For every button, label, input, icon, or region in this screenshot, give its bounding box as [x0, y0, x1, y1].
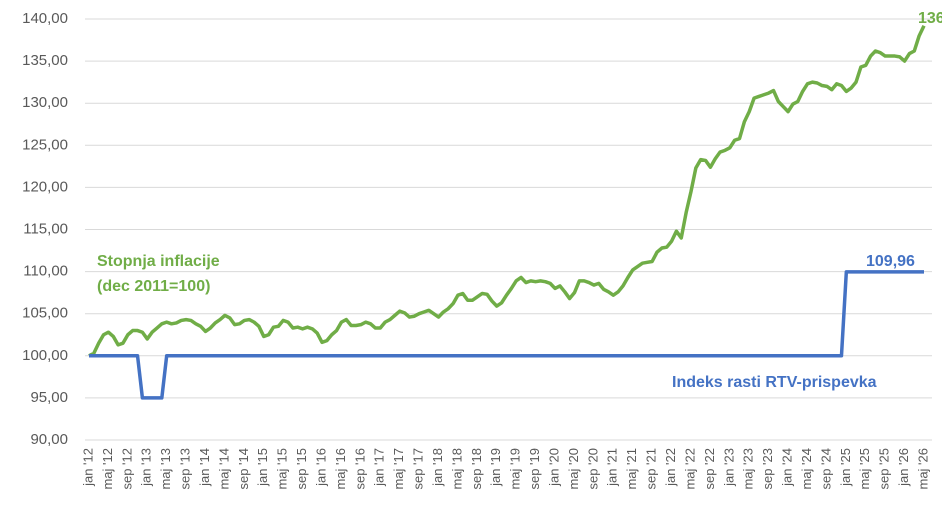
x-tick-label: sep '17: [411, 448, 426, 490]
x-tick-label: jan '19: [488, 448, 503, 487]
x-tick-label: maj '15: [275, 448, 290, 490]
x-tick-label: maj '26: [915, 448, 930, 490]
x-tick-label: sep '22: [702, 448, 717, 490]
x-tick-label: sep '25: [877, 448, 892, 490]
series-label: Stopnja inflacije: [97, 253, 220, 270]
x-tick-label: jan '18: [430, 448, 445, 487]
series-line: [88, 24, 926, 358]
x-tick-label: maj '19: [508, 448, 523, 490]
x-tick-label: jan '21: [605, 448, 620, 487]
x-tick-label: sep '23: [760, 448, 775, 490]
x-tick-label: maj '23: [741, 448, 756, 490]
x-tick-label: sep '24: [818, 448, 833, 490]
x-tick-label: maj '17: [391, 448, 406, 490]
x-tick-label: sep '21: [644, 448, 659, 490]
x-tick-label: maj '25: [857, 448, 872, 490]
y-tick-label: 110,00: [23, 263, 68, 280]
x-tick-label: jan '13: [139, 448, 154, 487]
annotation: (dec 2011=100): [97, 278, 210, 295]
annotation: 109,96: [866, 253, 915, 270]
y-tick-label: 125,00: [22, 136, 68, 153]
x-tick-label: jan '26: [896, 448, 911, 487]
x-tick-label: jan '15: [255, 448, 270, 487]
x-tick-label: maj '16: [333, 448, 348, 490]
x-tick-label: jan '25: [838, 448, 853, 487]
x-tick-label: sep '14: [236, 448, 251, 490]
x-tick-label: sep '18: [469, 448, 484, 490]
x-tick-label: sep '16: [352, 448, 367, 490]
x-tick-label: maj '13: [158, 448, 173, 490]
x-tick-label: sep '15: [294, 448, 309, 490]
x-tick-label: maj '21: [624, 448, 639, 490]
x-tick-label: sep '20: [585, 448, 600, 490]
y-tick-label: 135,00: [22, 52, 68, 69]
y-tick-label: 140,00: [22, 10, 68, 27]
x-tick-label: maj '12: [100, 448, 115, 490]
x-tick-label: jan '12: [80, 448, 95, 487]
x-tick-label: sep '12: [119, 448, 134, 490]
x-tick-label: maj '24: [799, 448, 814, 490]
series-label: Indeks rasti RTV-prispevka: [672, 374, 877, 391]
x-tick-label: sep '13: [178, 448, 193, 490]
x-tick-label: sep '19: [527, 448, 542, 490]
x-tick-label: jan '22: [663, 448, 678, 487]
x-tick-label: jan '20: [546, 448, 561, 487]
y-tick-label: 115,00: [23, 220, 68, 237]
x-tick-label: maj '22: [682, 448, 697, 490]
x-tick-label: jan '16: [313, 448, 328, 487]
y-tick-label: 105,00: [22, 305, 68, 322]
annotation: 136,00: [918, 10, 942, 27]
x-tick-label: maj '18: [449, 448, 464, 490]
x-tick-label: jan '17: [372, 448, 387, 487]
y-tick-label: 90,00: [30, 431, 68, 448]
y-tick-label: 130,00: [22, 94, 68, 111]
x-tick-label: jan '23: [721, 448, 736, 487]
x-tick-label: jan '14: [197, 448, 212, 487]
x-tick-label: maj '14: [216, 448, 231, 490]
series-line: [89, 270, 924, 400]
x-tick-label: maj '20: [566, 448, 581, 490]
y-tick-label: 95,00: [30, 389, 68, 406]
x-tick-label: jan '24: [780, 448, 795, 487]
y-tick-label: 100,00: [22, 347, 68, 364]
y-tick-label: 120,00: [22, 178, 68, 195]
